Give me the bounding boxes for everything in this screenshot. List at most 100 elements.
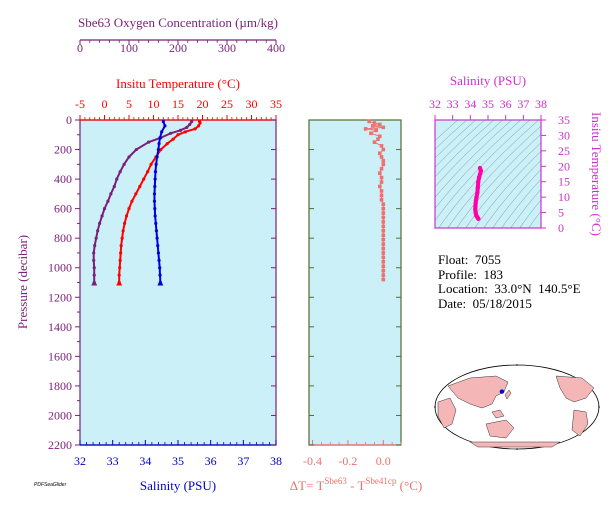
- ts-salinity-tick-label: 34: [464, 97, 476, 111]
- delta-t-point: [377, 171, 382, 175]
- delta-t-point: [381, 242, 386, 246]
- ts-density-contours: [435, 120, 541, 228]
- delta-t-label-main: ΔT= T: [290, 478, 325, 493]
- map-land: [434, 364, 600, 450]
- oxygen-point: [147, 140, 151, 144]
- salinity-point: [153, 184, 157, 189]
- ts-density-contour: [510, 188, 541, 228]
- ts-point: [475, 190, 480, 195]
- temperature-point: [118, 266, 122, 270]
- temperature-point: [134, 192, 138, 196]
- delta-t-point: [377, 151, 382, 156]
- ts-temperature-tick-label: 25: [558, 144, 570, 158]
- pressure-tick-label: 1600: [48, 349, 72, 363]
- oxygen-point: [109, 192, 113, 196]
- temperature-ticks-label: 10: [148, 97, 160, 111]
- delta-t-point: [379, 175, 384, 180]
- salinity-point: [153, 207, 157, 211]
- delta-t-point: [381, 211, 386, 215]
- pressure-tick-label: 1200: [48, 290, 72, 304]
- delta-t-axis-label: ΔT= TSbe63 - TSbe41cp (°C): [290, 476, 422, 493]
- salinity-ticks-label: 32: [74, 454, 86, 468]
- land-mass: [491, 409, 505, 419]
- salinity-point: [153, 214, 157, 218]
- ts-point: [478, 168, 484, 174]
- delta-t-point: [381, 206, 386, 211]
- delta-t-point: [377, 122, 382, 127]
- ts-density-contour: [456, 133, 541, 228]
- ts-density-contour: [447, 125, 541, 228]
- pressure-axis-label: Pressure (decibar): [15, 235, 30, 329]
- oxygen-point: [92, 273, 96, 277]
- location: Location: 33.0°N 140.5°E: [438, 281, 581, 296]
- temperature-point: [146, 170, 150, 174]
- temperature-ticks-label: 35: [270, 97, 282, 111]
- oxygen-point: [127, 155, 131, 159]
- delta-t-label-sup1: Sbe63: [324, 476, 347, 486]
- delta-t-point: [376, 137, 380, 142]
- ts-density-contour: [435, 120, 531, 221]
- salinity-point: [153, 177, 157, 181]
- oxygen-point: [100, 214, 104, 218]
- oxygen-point: [96, 229, 100, 233]
- temperature-point: [171, 137, 175, 141]
- delta-t-point: [381, 251, 386, 255]
- ts-point: [476, 216, 481, 221]
- salinity-point: [154, 221, 158, 226]
- temperature-ticks-label: 5: [126, 97, 132, 111]
- temperature-ticks-label: -5: [75, 97, 85, 111]
- salinity-ticks-label: 35: [172, 454, 184, 468]
- ts-plot-area: [434, 119, 542, 229]
- temperature-point: [120, 236, 124, 240]
- delta-t-point: [381, 260, 386, 264]
- salinity-point: [152, 199, 157, 203]
- salinity-point: [156, 243, 160, 248]
- temperature-point: [121, 229, 125, 233]
- temperature-ticks-label: 20: [197, 97, 209, 111]
- profile-panel: 0200400600800100012001400160018002000220…: [15, 15, 285, 493]
- delta-t-point: [381, 237, 386, 242]
- temperature-point: [165, 142, 169, 146]
- map-edge-tick: [598, 406, 600, 408]
- delta-t-panel: -0.4 -0.2 0.0 ΔT= TSbe63 - TSbe41cp (°C): [290, 119, 422, 493]
- ts-temperature-tick-label: 20: [558, 159, 570, 173]
- oxygen-point: [102, 207, 107, 211]
- land-mass: [504, 389, 512, 400]
- delta-t-point: [379, 166, 384, 171]
- oxygen-point: [185, 125, 189, 129]
- oxygen-ticks: 0 100 200 300 400: [77, 40, 285, 55]
- temperature-ticks-label: 15: [172, 97, 184, 111]
- temperature-point: [196, 124, 201, 128]
- credit: PDFSeaGlider: [34, 482, 67, 488]
- delta-t-tick-label: 0.0: [376, 454, 391, 468]
- salinity-point: [161, 119, 165, 124]
- delta-t-label-mid: - T: [347, 478, 366, 493]
- delta-t-label-unit: (°C): [396, 478, 422, 493]
- map-edge-tick: [516, 448, 518, 450]
- profile-series: [91, 119, 202, 286]
- delta-t-point: [381, 125, 386, 130]
- temperature-ticks-label: 30: [246, 97, 258, 111]
- pressure-tick-label: 800: [54, 231, 72, 245]
- delta-t-point: [379, 189, 384, 193]
- temperature-point: [138, 184, 142, 189]
- float-marker: [499, 389, 505, 394]
- temperature-ticks: -5 0 5 10 15 20 25 30 35: [75, 97, 282, 120]
- oxygen-point: [106, 199, 110, 203]
- ts-density-contour: [483, 159, 541, 228]
- oxygen-ticks-label: 200: [169, 41, 187, 55]
- ts-temperature-label: Insitu Temperature (°C): [589, 112, 604, 236]
- float-id: Float: 7055: [438, 252, 501, 267]
- delta-t-point: [367, 119, 371, 124]
- temperature-point: [117, 273, 121, 277]
- oxygen-point: [190, 119, 194, 124]
- delta-t-point: [381, 158, 386, 163]
- delta-t-point: [379, 155, 384, 159]
- salinity-point: [163, 124, 167, 128]
- salinity-point: [156, 251, 160, 255]
- temperature-point: [176, 133, 180, 137]
- oxygen-point: [92, 258, 96, 262]
- land-mass: [447, 375, 509, 409]
- delta-t-point: [381, 228, 386, 233]
